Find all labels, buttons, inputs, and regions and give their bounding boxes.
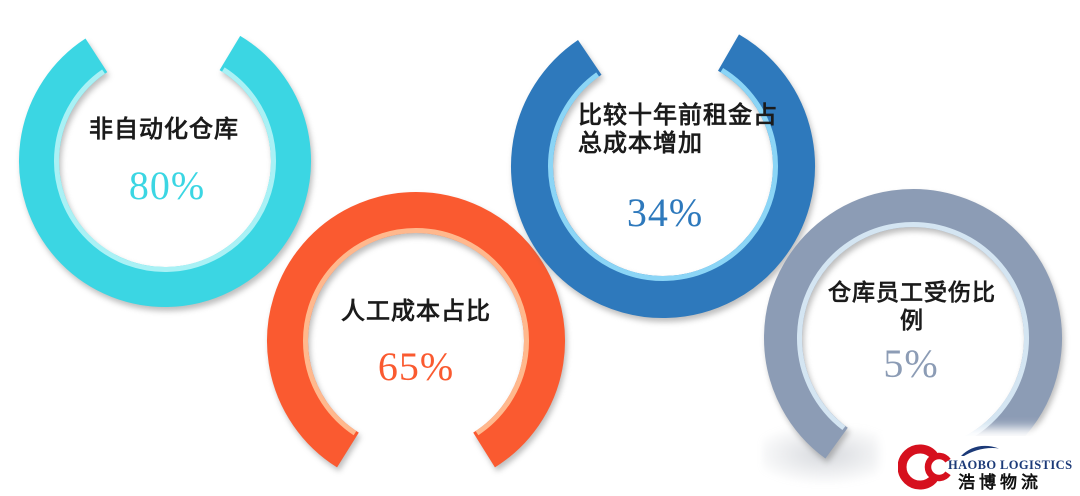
logo-ec-crescents-icon (898, 444, 951, 490)
gauge-ring-arc-1 (267, 192, 565, 468)
gauge-label-rent-increase: 比较十年前租金占 总成本增加 (578, 103, 778, 157)
gauge-ring-arc-0 (19, 35, 311, 307)
gauge-ring-arc-2 (511, 34, 815, 318)
gauge-label-labor-cost: 人工成本占比 (341, 299, 491, 325)
gauge-value-non-automated-warehouse: 80% (128, 163, 206, 208)
gauge-ring-arc-3 (764, 189, 1062, 487)
logo-swoosh-icon (961, 445, 999, 456)
gauge-value-labor-cost: 65% (377, 344, 455, 389)
gauge-value-rent-increase: 34% (626, 190, 704, 235)
logo-big-crescent (898, 444, 938, 490)
logo-name-zh: 浩博物流 (958, 473, 1042, 492)
gauge-label-non-automated-warehouse: 非自动化仓库 (89, 117, 239, 143)
logo-swoosh-shape (961, 445, 999, 456)
logo-name-en: HAOBO LOGISTICS (948, 458, 1073, 472)
gauge-value-employee-injury: 5% (883, 341, 939, 386)
gauge-label-employee-injury: 仓库员工受伤比例 (828, 280, 996, 333)
gauge-ring-inner-highlight-1 (303, 228, 529, 436)
gauge-ring-inner-highlight-3 (797, 222, 1029, 454)
gauge-ring-inner-highlight-2 (548, 67, 778, 281)
logo-haobo-logistics: HAOBO LOGISTICS 浩博物流 (888, 436, 1080, 496)
gauge-ring-inner-highlight-0 (54, 67, 276, 272)
logo-small-crescent (924, 452, 951, 482)
